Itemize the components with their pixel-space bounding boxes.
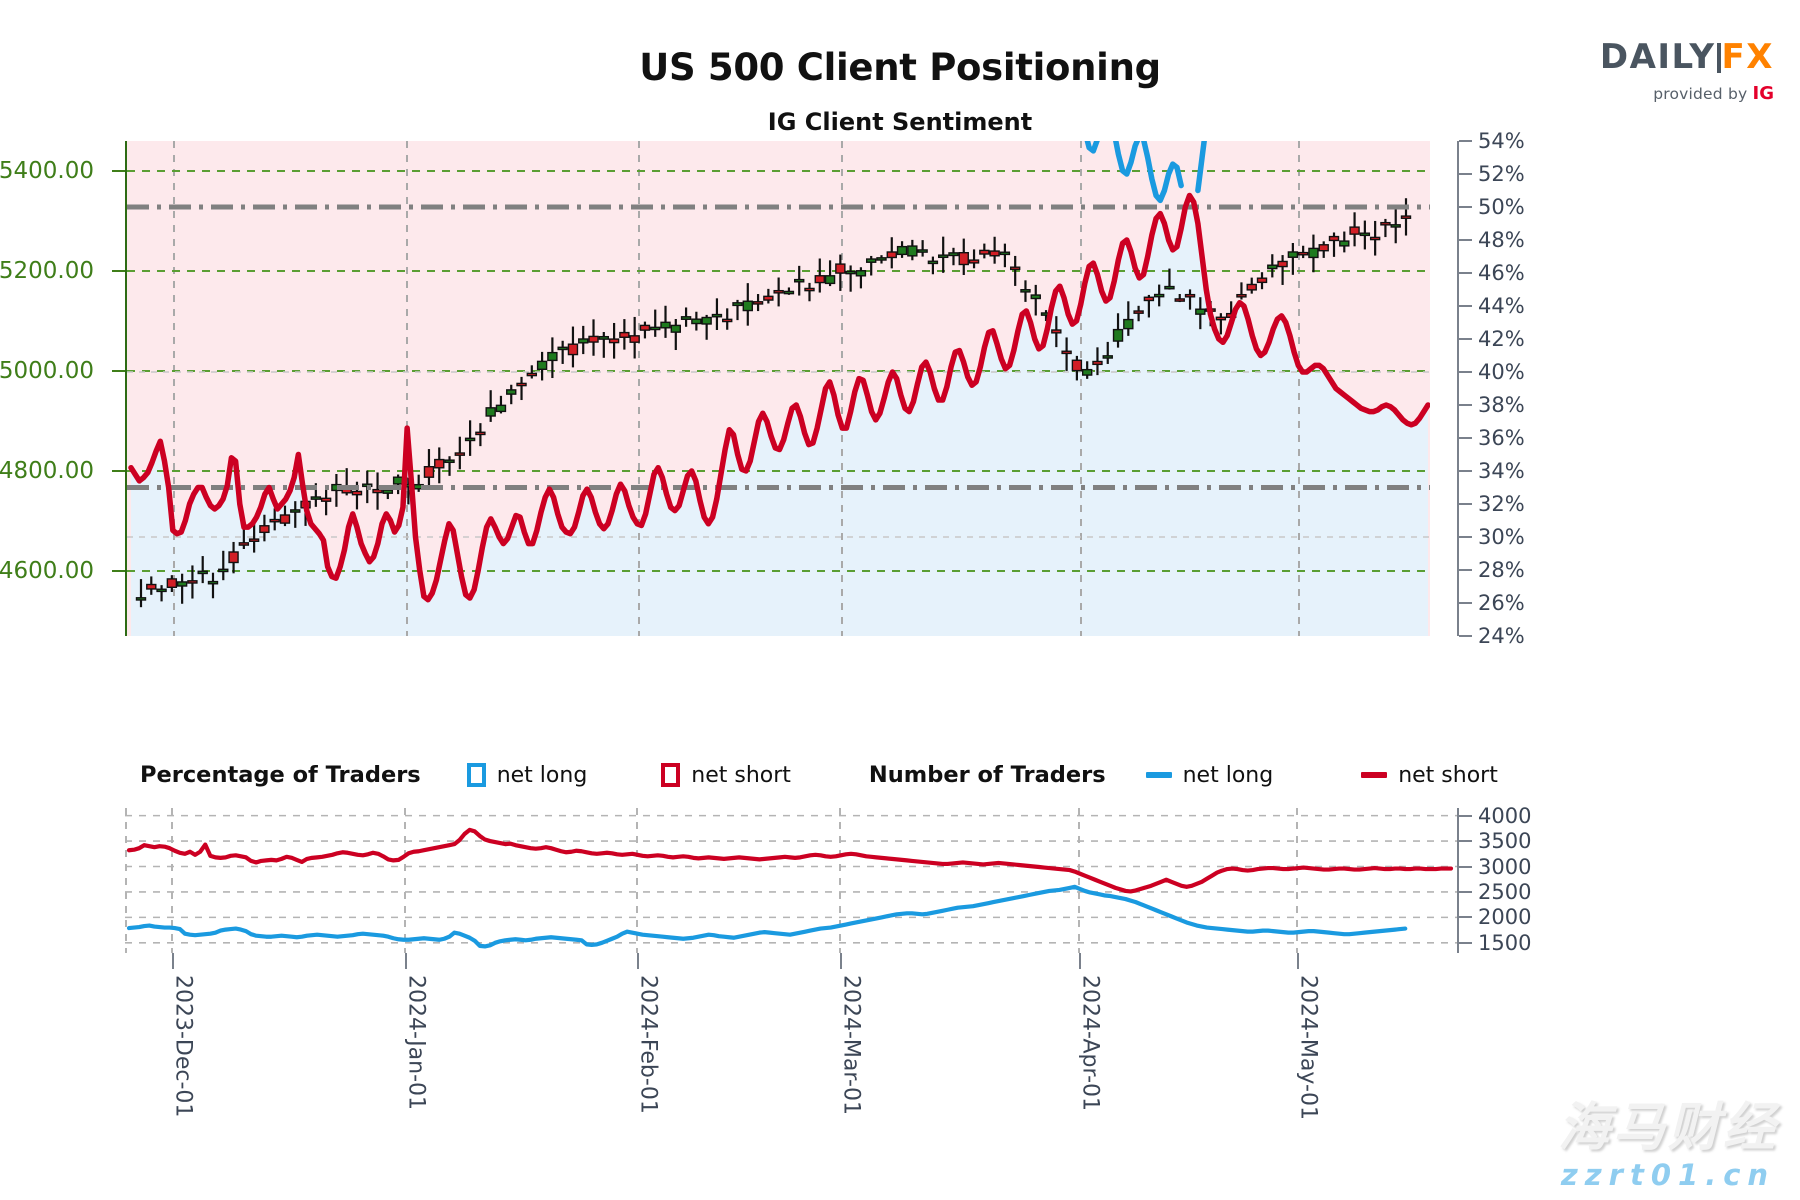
legend-label: net short (1398, 762, 1498, 788)
price-axis-tick-label: 4800.00 (0, 458, 94, 484)
legend-item-num-net-long[interactable]: net long (1145, 762, 1274, 788)
price-axis-spine (125, 141, 127, 636)
percent-axis-tick (1459, 503, 1472, 505)
page-title: US 500 Client Positioning (639, 46, 1161, 89)
date-axis-label: 2024-Feb-01 (635, 975, 661, 1114)
watermark-en-text: zzrt01.cn (1560, 1158, 1776, 1192)
traders-axis-tick-label: 3500 (1478, 829, 1532, 854)
percent-axis-tick-label: 46% (1478, 261, 1525, 285)
percent-axis-tick (1459, 338, 1472, 340)
logo-bar-icon (1716, 43, 1721, 73)
traders-axis-tick (1459, 840, 1472, 843)
percent-axis-tick (1459, 602, 1472, 604)
watermark-cn-text: 海马财经 (1557, 1098, 1778, 1159)
net-short-line-icon (1361, 772, 1388, 778)
percent-axis-tick-label: 48% (1478, 228, 1525, 252)
price-axis-tick (112, 470, 125, 472)
net-short-box-icon (661, 763, 681, 787)
logo-ig-text: IG (1752, 83, 1774, 104)
date-axis-label: 2024-Apr-01 (1077, 975, 1103, 1112)
legend-group-number-title: Number of Traders (868, 762, 1106, 788)
legend-item-pct-net-short[interactable]: net short (661, 763, 791, 788)
date-axis-tick (840, 953, 842, 969)
date-axis-tick (637, 953, 639, 969)
logo-fx-text: FX (1721, 37, 1774, 77)
price-axis-tick-label: 4600.00 (0, 558, 94, 584)
traders-axis-tick (1459, 865, 1472, 868)
percent-axis-tick-label: 52% (1478, 162, 1525, 186)
percent-axis-tick (1459, 140, 1472, 142)
traders-axis-tick-label: 4000 (1478, 803, 1532, 828)
traders-axis-tick-label: 2000 (1478, 905, 1532, 930)
percent-axis-tick-label: 54% (1478, 129, 1525, 153)
chart-legend: Percentage of Traders net long net short… (140, 762, 1498, 788)
traders-axis-tick (1459, 890, 1472, 893)
legend-label: net short (691, 762, 791, 788)
percent-axis-tick-label: 42% (1478, 327, 1525, 351)
chart-subtitle: IG Client Sentiment (767, 108, 1033, 136)
date-axis-label: 2024-Mar-01 (838, 975, 864, 1115)
price-axis-tick-label: 5400.00 (0, 158, 94, 184)
percent-axis-tick-label: 50% (1478, 195, 1525, 219)
legend-label: net long (1182, 762, 1274, 788)
date-axis-tick (172, 953, 174, 969)
price-axis-tick (112, 270, 125, 272)
price-axis-tick (112, 570, 125, 572)
traders-axis-tick-label: 2500 (1478, 879, 1532, 904)
percent-axis-tick (1459, 371, 1472, 373)
percent-axis-tick (1459, 569, 1472, 571)
logo-daily-text: DAILY (1599, 37, 1716, 77)
percent-axis-tick-label: 28% (1478, 558, 1525, 582)
date-axis-label: 2024-May-01 (1295, 975, 1321, 1120)
percent-axis-tick (1459, 305, 1472, 307)
date-axis-label: 2023-Dec-01 (170, 975, 196, 1118)
percent-axis-tick (1459, 437, 1472, 439)
percent-axis-tick (1459, 470, 1472, 472)
traders-axis-tick-label: 1500 (1478, 930, 1532, 955)
legend-item-pct-net-long[interactable]: net long (466, 762, 588, 788)
percent-axis-tick-label: 36% (1478, 426, 1525, 450)
legend-group-percentage-title: Percentage of Traders (140, 762, 421, 788)
percent-axis-tick-label: 26% (1478, 591, 1525, 615)
main-chart-svg (127, 141, 1430, 636)
percent-axis-tick (1459, 536, 1472, 538)
price-axis-tick-label: 5200.00 (0, 258, 94, 284)
legend-item-num-net-short[interactable]: net short (1361, 763, 1498, 788)
percent-axis-tick (1459, 239, 1472, 241)
dailyfx-logo: DAILY FX provided by IG (1600, 40, 1774, 104)
date-axis-tick (1079, 953, 1081, 969)
net-long-box-icon (466, 763, 486, 787)
percent-axis-tick (1459, 404, 1472, 406)
traders-axis-tick (1459, 916, 1472, 919)
percent-axis-tick-label: 34% (1478, 459, 1525, 483)
logo-tagline: provided by (1653, 85, 1748, 103)
site-watermark: 海马财经 zzrt01.cn (1558, 1101, 1778, 1192)
traders-count-svg (125, 808, 1457, 953)
traders-axis-tick-label: 3000 (1478, 854, 1532, 879)
traders-axis-tick (1459, 941, 1472, 944)
price-axis-tick (112, 370, 125, 372)
percent-axis-tick (1459, 635, 1472, 637)
traders-axis-spine (1457, 808, 1459, 953)
price-axis-tick (112, 170, 125, 172)
percent-axis-tick (1459, 272, 1472, 274)
percent-axis-tick-label: 30% (1478, 525, 1525, 549)
net-long-line-icon (1145, 772, 1172, 778)
price-axis-tick-label: 5000.00 (0, 358, 94, 384)
percent-axis-spine (1457, 141, 1459, 636)
percent-axis-tick (1459, 173, 1472, 175)
date-axis-label: 2024-Jan-01 (403, 975, 429, 1110)
percent-axis-tick (1459, 206, 1472, 208)
percent-axis-tick-label: 24% (1478, 624, 1525, 648)
percent-axis-tick-label: 32% (1478, 492, 1525, 516)
percent-axis-tick-label: 38% (1478, 393, 1525, 417)
legend-label: net long (496, 762, 588, 788)
traders-count-panel[interactable] (125, 808, 1457, 953)
date-axis-tick (1297, 953, 1299, 969)
date-axis-tick (405, 953, 407, 969)
traders-axis-tick (1459, 814, 1472, 817)
percent-axis-tick-label: 44% (1478, 294, 1525, 318)
main-chart-panel[interactable] (125, 141, 1430, 636)
percent-axis-tick-label: 40% (1478, 360, 1525, 384)
